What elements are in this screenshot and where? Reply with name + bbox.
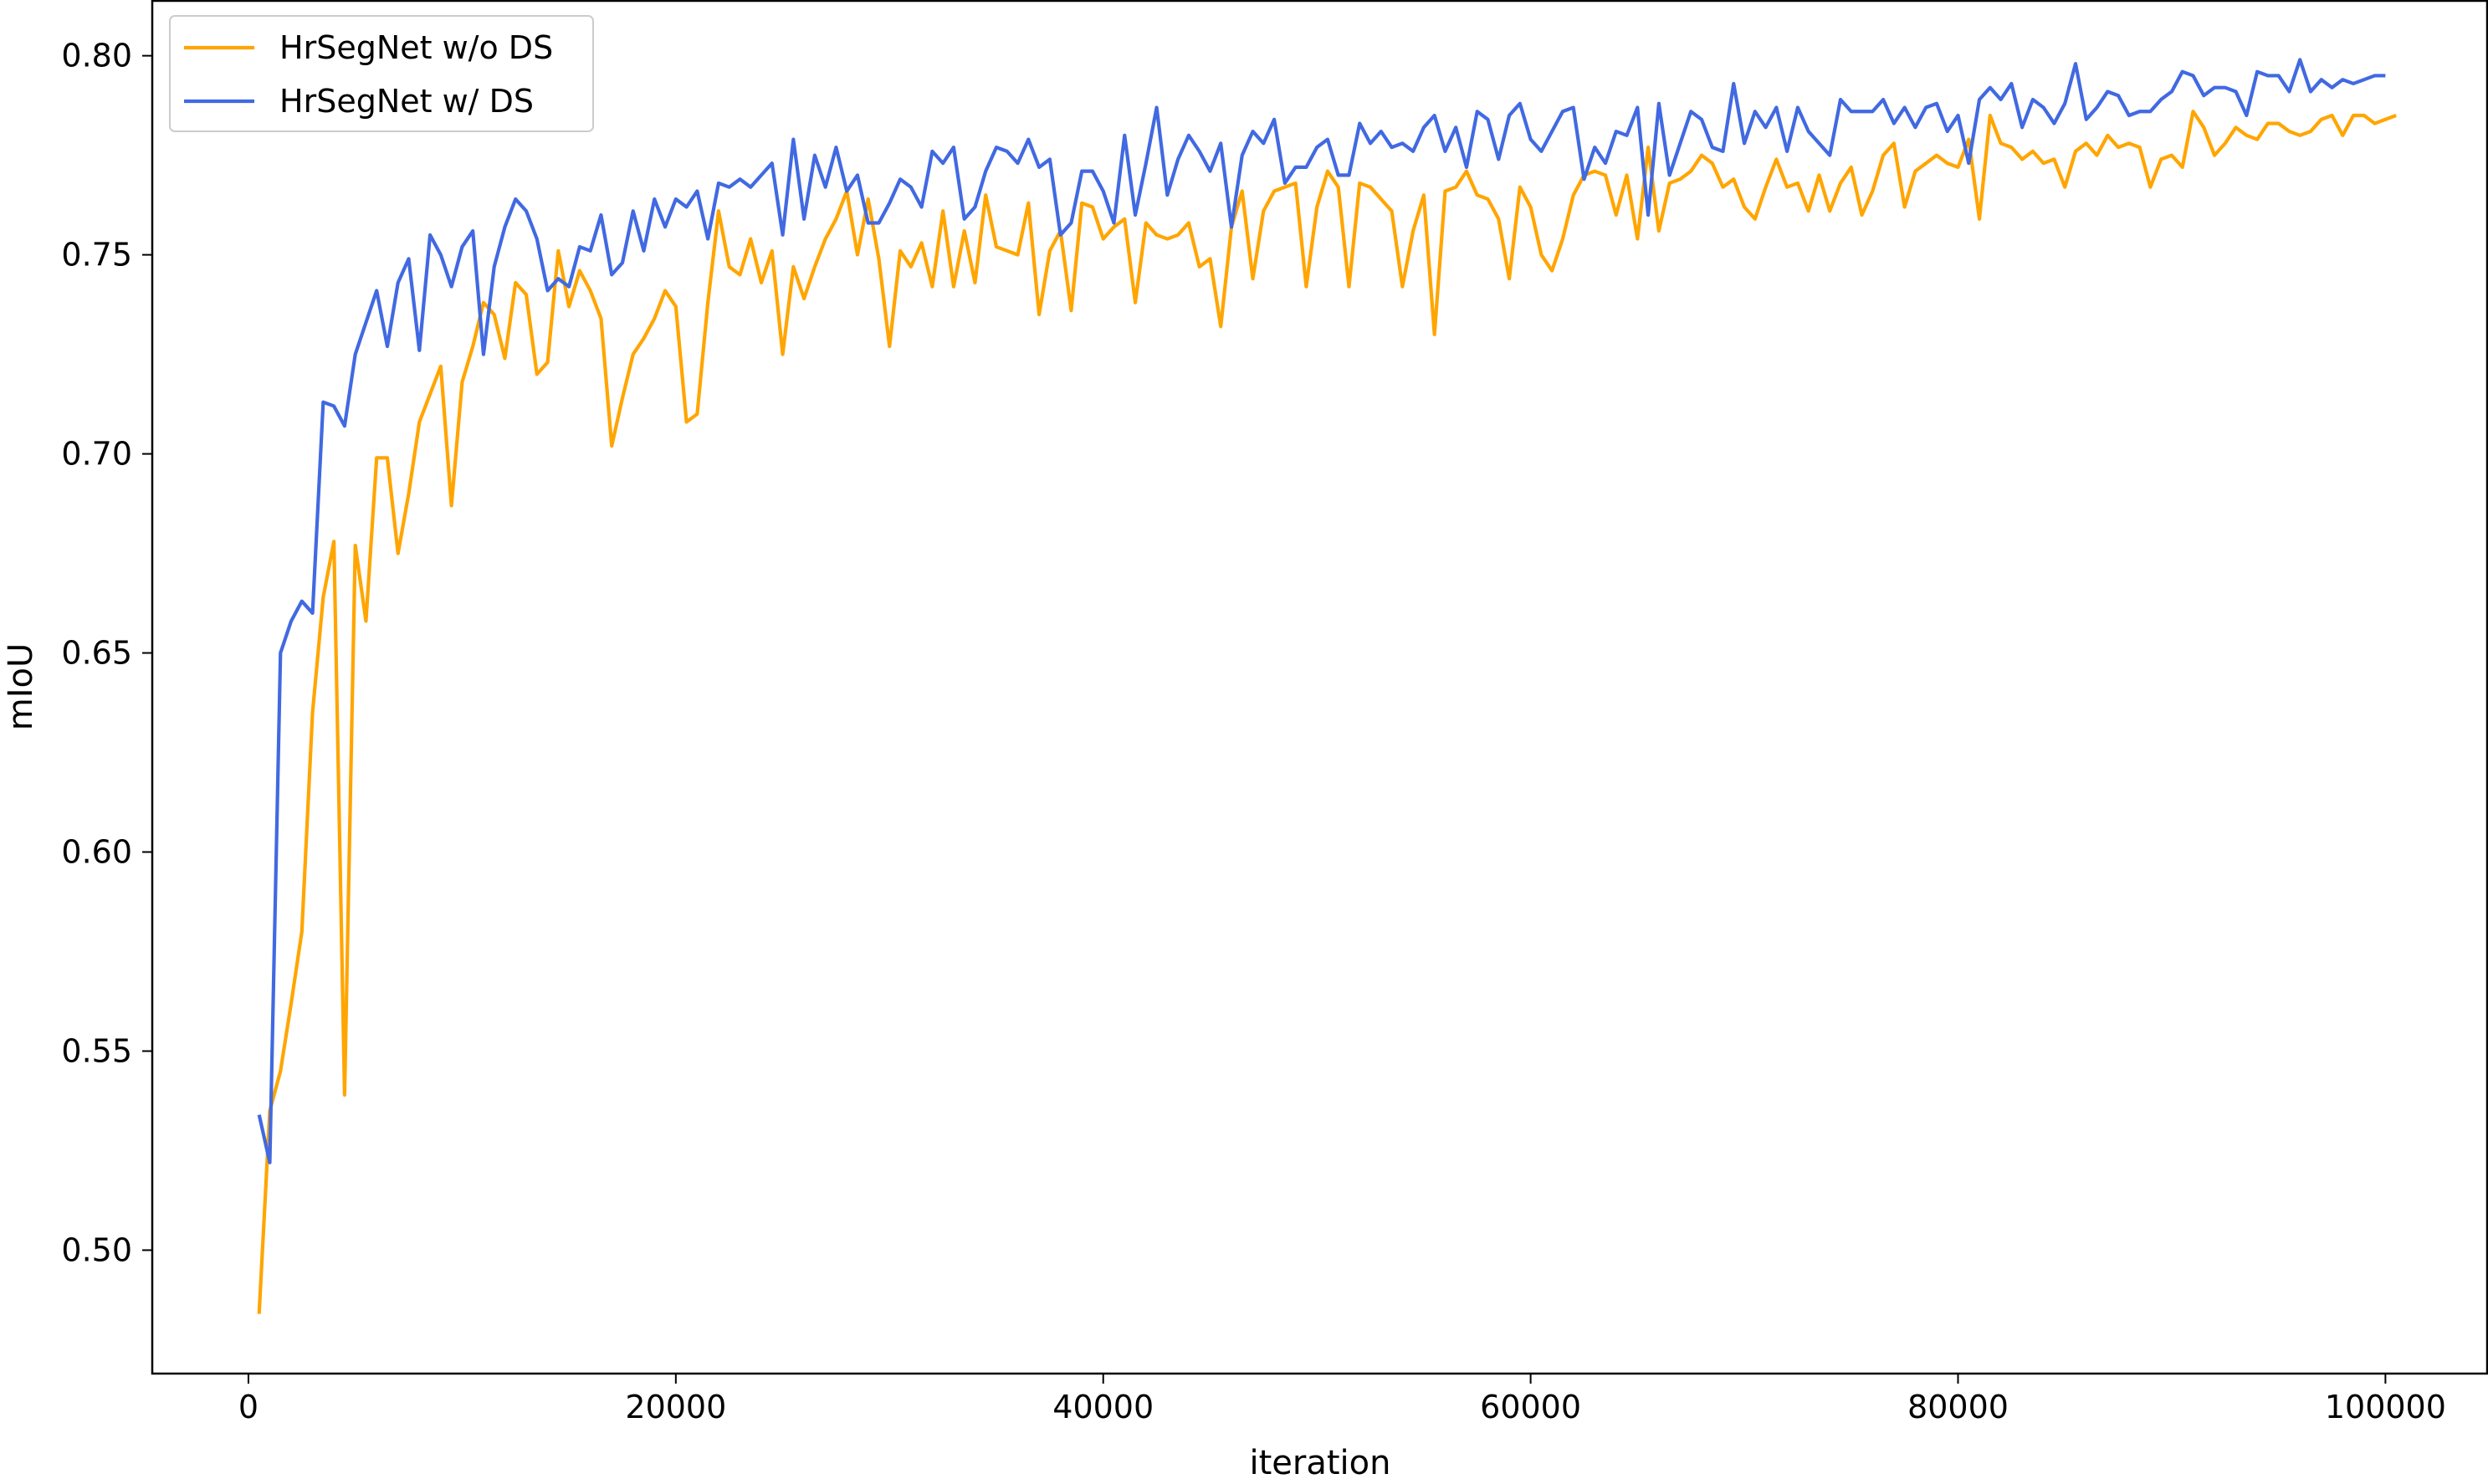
- x-tick-label: 20000: [625, 1389, 726, 1425]
- series-line-2: [257, 58, 2386, 1164]
- legend-label-2: HrSegNet w/ DS: [279, 83, 534, 120]
- legend-frame: [169, 15, 594, 132]
- y-tick-label: 0.65: [61, 635, 132, 672]
- series-line-1: [257, 110, 2397, 1314]
- y-tick-label: 0.55: [61, 1032, 132, 1069]
- x-tick-label: 0: [238, 1389, 259, 1425]
- series-layer: [257, 58, 2397, 1314]
- x-axis-label: iteration: [1250, 1444, 1391, 1482]
- x-tick-label: 80000: [1907, 1389, 2009, 1425]
- legend: HrSegNet w/o DS HrSegNet w/ DS: [169, 15, 594, 132]
- x-tick-label: 100000: [2325, 1389, 2446, 1425]
- x-tick-label: 40000: [1052, 1389, 1154, 1425]
- x-axis-ticks: 0 20000 40000 60000 80000 100000: [238, 1374, 2446, 1425]
- y-tick-label: 0.75: [61, 237, 132, 274]
- y-tick-label: 0.50: [61, 1231, 132, 1268]
- plot-frame: [151, 0, 2488, 1375]
- y-axis-ticks: 0.50 0.55 0.60 0.65 0.70 0.75 0.80: [61, 38, 152, 1268]
- y-tick-label: 0.60: [61, 834, 132, 871]
- y-tick-label: 0.80: [61, 38, 132, 74]
- legend-label-1: HrSegNet w/o DS: [279, 29, 553, 66]
- y-axis-label: mIoU: [2, 643, 40, 731]
- y-tick-label: 0.70: [61, 436, 132, 473]
- x-tick-label: 60000: [1480, 1389, 1581, 1425]
